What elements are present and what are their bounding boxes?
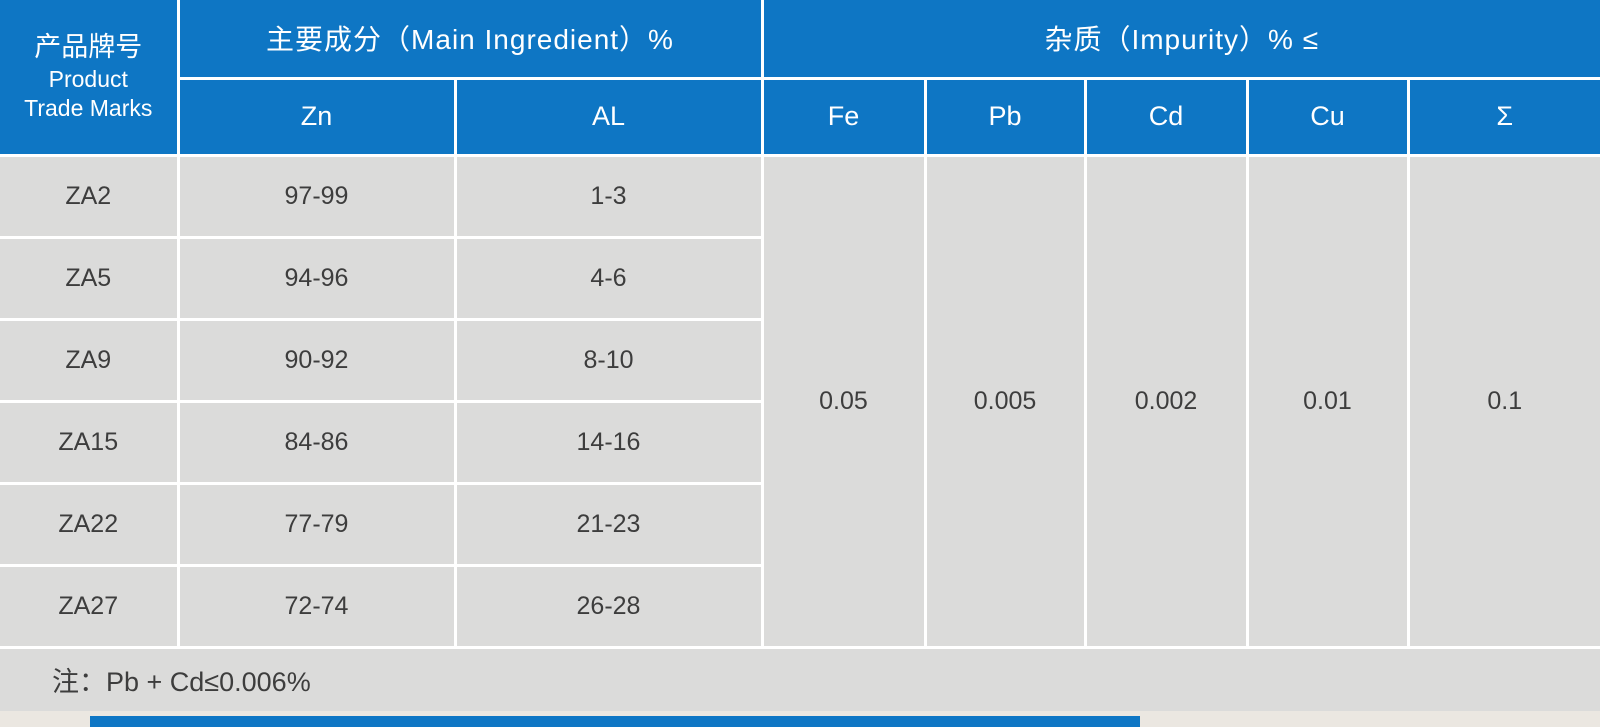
table-row: ZA22 77-79 21-23 <box>0 481 1600 567</box>
cell-limit-pb: 0.005 <box>923 153 1087 649</box>
table-row: ZA2 97-99 1-3 0.05 0.005 0.002 0.01 0.1 <box>0 153 1600 649</box>
cell-limit-sigma: 0.1 <box>1406 153 1600 649</box>
cell-trade-mark: ZA9 <box>0 317 180 403</box>
cell-al: 21-23 <box>453 481 764 567</box>
subheader-fe: Fe <box>760 76 927 157</box>
subheader-pb: Pb <box>923 76 1087 157</box>
subheader-zn: Zn <box>176 76 457 157</box>
cell-limit-cu: 0.01 <box>1245 153 1410 649</box>
cell-zn: 97-99 <box>176 153 457 239</box>
subheader-al: AL <box>453 76 764 157</box>
header-impurity: 杂质（Impurity）% ≤ <box>760 0 1600 80</box>
cell-trade-mark: ZA22 <box>0 481 180 567</box>
subheader-cu: Cu <box>1245 76 1410 157</box>
cell-al: 1-3 <box>453 153 764 239</box>
table-row: ZA9 90-92 8-10 <box>0 317 1600 403</box>
subheader-sigma: Σ <box>1406 76 1600 157</box>
cell-limit-fe: 0.05 <box>760 153 927 649</box>
cell-trade-mark: ZA2 <box>0 153 180 239</box>
note-text: 注：Pb + Cd≤0.006% <box>0 645 1600 713</box>
cell-zn: 84-86 <box>176 399 457 485</box>
bottom-blue-bar <box>90 716 1140 727</box>
header-row-groups: 产品牌号 Product Trade Marks 主要成分（Main Ingre… <box>0 0 1600 157</box>
header-product-zh: 产品牌号 <box>34 32 143 63</box>
header-main-ingredient: 主要成分（Main Ingredient）% <box>176 0 764 80</box>
cell-al: 26-28 <box>453 563 764 649</box>
header-row-elements: Zn AL Fe Pb Cd Cu Σ <box>0 76 1600 157</box>
header-product-trade-marks: 产品牌号 Product Trade Marks <box>0 0 180 157</box>
table-row: ZA15 84-86 14-16 <box>0 399 1600 485</box>
cell-limit-cd: 0.002 <box>1083 153 1249 649</box>
note-row: 注：Pb + Cd≤0.006% <box>0 645 1600 713</box>
table-row: ZA27 72-74 26-28 <box>0 563 1600 649</box>
table-row: ZA5 94-96 4-6 <box>0 235 1600 321</box>
header-product-en-line2: Trade Marks <box>24 94 153 121</box>
cell-trade-mark: ZA15 <box>0 399 180 485</box>
cell-al: 8-10 <box>453 317 764 403</box>
cell-trade-mark: ZA27 <box>0 563 180 649</box>
cell-al: 4-6 <box>453 235 764 321</box>
subheader-cd: Cd <box>1083 76 1249 157</box>
header-product-en-line1: Product <box>48 65 128 92</box>
cell-zn: 94-96 <box>176 235 457 321</box>
cell-al: 14-16 <box>453 399 764 485</box>
cell-zn: 72-74 <box>176 563 457 649</box>
cell-trade-mark: ZA5 <box>0 235 180 321</box>
cell-zn: 90-92 <box>176 317 457 403</box>
cell-zn: 77-79 <box>176 481 457 567</box>
